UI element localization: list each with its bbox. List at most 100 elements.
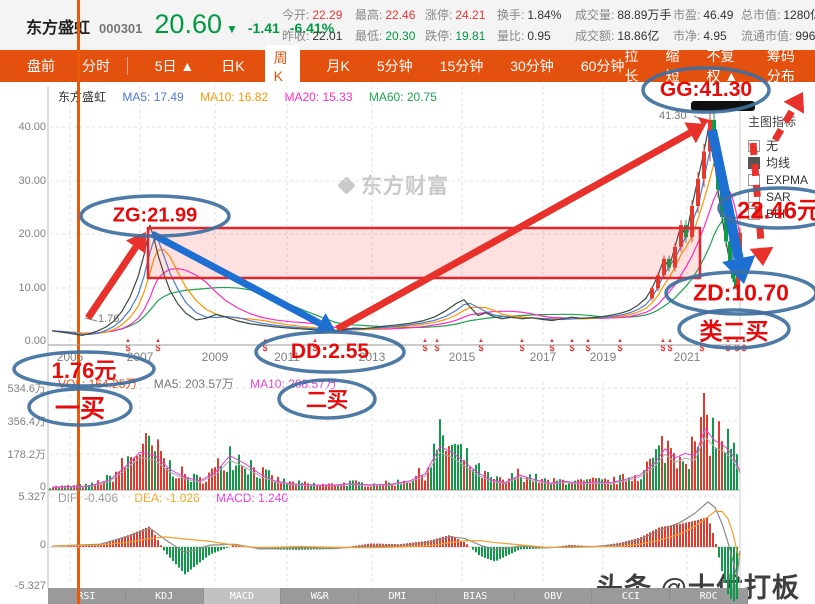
macd-hist-bar	[214, 547, 216, 553]
macd-hist-bar	[706, 517, 708, 547]
stat-label: 流通市值:	[741, 29, 793, 43]
volume-bar	[388, 482, 390, 490]
macd-hist-bar	[667, 525, 669, 547]
volume-bar	[94, 484, 96, 490]
macd-hist-bar	[571, 545, 573, 547]
marker-arrow: ▲	[519, 338, 525, 344]
toolbar-tab-月K[interactable]: 月K	[326, 58, 350, 74]
indicator-tab-MACD[interactable]: MACD	[203, 588, 282, 604]
volume-bar	[535, 473, 537, 490]
panel-item-无[interactable]: 无	[748, 137, 808, 154]
macd-hist-bar	[289, 547, 291, 550]
volume-bar	[250, 460, 252, 490]
toolbar-tab-分时[interactable]: 分时	[82, 58, 110, 74]
macd-hist-bar	[691, 521, 693, 547]
macd-hist-bar	[700, 518, 702, 547]
toolbar-tab-日K[interactable]: 日K	[221, 58, 245, 74]
checkbox-checked-icon[interactable]	[748, 156, 760, 169]
indicator-tab-KDJ[interactable]: KDJ	[125, 588, 204, 604]
toolbar-tab-60分钟[interactable]: 60分钟	[580, 58, 625, 74]
annotation-first-buy: 一买	[54, 395, 106, 423]
annotation-zd: ZD:10.70	[693, 279, 789, 306]
volume-bar	[145, 433, 147, 490]
volume-bar	[331, 483, 333, 490]
volume-bar	[304, 481, 306, 490]
indicator-tab-BIAS[interactable]: BIAS	[436, 588, 515, 604]
toolbar-tab-5分钟[interactable]: 5分钟	[376, 58, 413, 74]
macd-hist-bar	[403, 543, 405, 547]
macd-hist-bar	[370, 543, 372, 547]
macd-hist-bar	[427, 540, 429, 547]
volume-bar	[130, 457, 132, 490]
indicator-tab-W&R[interactable]: W&R	[281, 588, 360, 604]
checkbox-icon[interactable]	[748, 173, 760, 186]
macd-hist-bar	[286, 547, 288, 550]
volume-bar	[340, 485, 342, 490]
macd-hist-bar	[694, 520, 696, 547]
macd-hist-bar	[586, 546, 588, 547]
stat-昨收: 昨收: 22.01	[282, 27, 355, 44]
legend-ma60: MA60: 20.75	[368, 90, 437, 104]
volume-bar	[169, 460, 171, 490]
macd-hist-bar	[496, 547, 498, 561]
volume-bar	[601, 479, 603, 490]
toolbar-tab-周K[interactable]: 周K	[264, 45, 300, 87]
candle-body	[679, 225, 683, 247]
macd-hist-bar	[655, 529, 657, 547]
toolbar-tab-盘前[interactable]: 盘前	[27, 58, 55, 74]
toolbar-tab-30分钟[interactable]: 30分钟	[510, 58, 554, 74]
checkbox-icon[interactable]	[748, 139, 760, 152]
price-change: -1.41	[247, 20, 280, 36]
volume-bar	[184, 474, 186, 490]
marker-dollar: $	[569, 343, 575, 353]
toolbar-tab-15分钟[interactable]: 15分钟	[439, 58, 484, 74]
legend-ma10: MA10: 16.82	[200, 90, 269, 104]
indicator-tab-CCI[interactable]: CCI	[592, 588, 671, 604]
volume-bar	[244, 468, 246, 490]
price-axis-label: 10.00	[18, 282, 46, 294]
volume-ma5-line	[51, 436, 741, 489]
indicator-tab-RSI[interactable]: RSI	[48, 588, 126, 604]
volume-bar	[229, 446, 231, 490]
macd-hist-bar	[436, 538, 438, 547]
peak-price-label: 41.30	[659, 110, 687, 122]
dividend-marker-icon: ▲ $	[569, 338, 575, 353]
macd-hist-bar	[385, 543, 387, 547]
candle-body	[690, 206, 694, 238]
candle-body	[702, 151, 706, 179]
macd-hist-bar	[130, 534, 132, 547]
volume-bar	[487, 471, 489, 490]
toolbar-tab-拉长[interactable]: 拉长	[624, 48, 639, 84]
indicator-tab-OBV[interactable]: OBV	[514, 588, 593, 604]
panel-item-EXPMA[interactable]: EXPMA	[748, 171, 808, 188]
volume-bar	[205, 481, 207, 490]
volume-bar	[115, 471, 117, 490]
indicator-tab-ROC[interactable]: ROC	[670, 588, 749, 604]
indicator-tab-DMI[interactable]: DMI	[359, 588, 437, 604]
marker-arrow: ▲	[569, 338, 575, 344]
volume-bar	[124, 467, 126, 490]
macd-hist-bar	[259, 547, 261, 550]
volume-bar	[268, 470, 270, 490]
macd-hist-bar	[625, 541, 627, 547]
volume-bar	[685, 463, 687, 490]
toolbar-tab-筹码分布[interactable]: 筹码分布	[766, 48, 795, 84]
volume-bar	[595, 478, 597, 490]
macd-hist-bar	[577, 545, 579, 547]
panel-item-均线[interactable]: 均线	[748, 154, 808, 171]
legend-ma20: MA20: 15.33	[284, 90, 353, 104]
volume-bar	[460, 444, 462, 490]
macd-hist-bar	[238, 545, 240, 547]
volume-bar	[541, 479, 543, 490]
macd-hist-bar	[319, 547, 321, 550]
dividend-marker-icon: ▲ $	[667, 338, 673, 353]
volume-bar	[589, 478, 591, 490]
toolbar-tab-5日▲[interactable]: 5日 ▲	[154, 58, 195, 74]
crosshair-line[interactable]	[77, 0, 80, 604]
macd-hist-bar	[424, 541, 426, 547]
macd-hist-bar	[589, 546, 591, 547]
volume-bar	[364, 486, 366, 490]
candle-body	[738, 232, 742, 261]
volume-axis-label: 178.2万	[7, 449, 46, 461]
macd-hist-bar	[196, 547, 198, 565]
